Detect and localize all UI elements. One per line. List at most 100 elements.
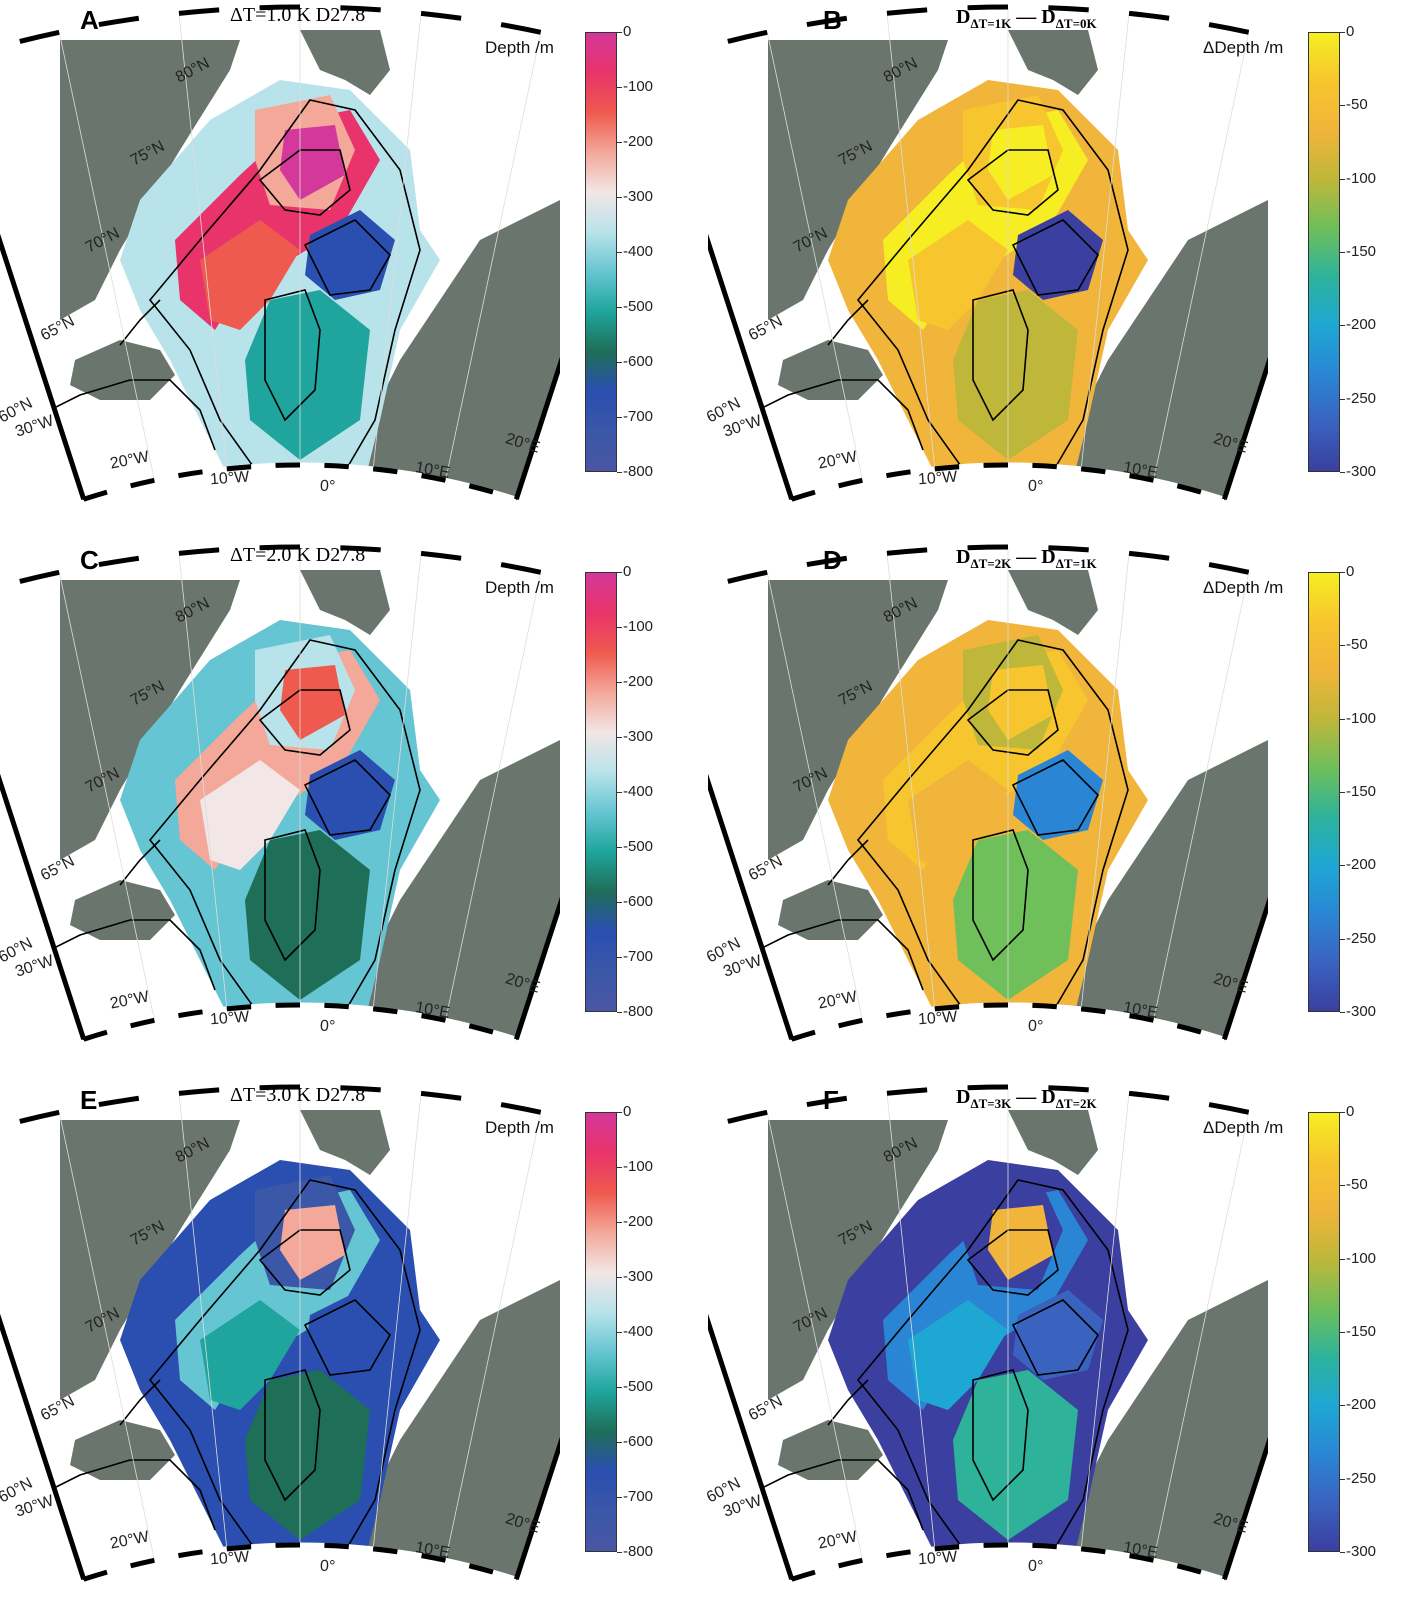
colorbar-tick-label: -500 [623,838,654,855]
map-frame [0,544,560,1042]
colorbar-tick-mark [1340,325,1345,327]
colorbar [585,572,617,1012]
colorbar-tick-mark [1340,938,1345,940]
scandinavia-land [360,1280,560,1580]
panel-title: DΔT=1K — DΔT=0K [956,6,1097,31]
polar-map [708,544,1268,1042]
colorbar-tick-label: -150 [1346,1323,1377,1340]
map-frame [708,4,1268,502]
colorbar-tick-mark [617,902,622,903]
colorbar-tick-label: -250 [1346,1469,1377,1487]
colorbar-tick-mark [1340,252,1345,253]
colorbar-tick-label: -700 [623,948,654,965]
colorbar-tick-label: -500 [623,1378,654,1395]
panel-title: DΔT=2K — DΔT=1K [956,546,1097,571]
colorbar [1308,1112,1340,1552]
greenland-land [768,580,948,860]
colorbar-tick-mark [1340,105,1345,107]
panel-label: E [80,1085,98,1115]
colorbar-tick-mark [617,1112,622,1113]
colorbar-tick-mark [617,1387,622,1388]
polar-map [0,544,560,1042]
colorbar-tick-mark [1340,1332,1345,1333]
colorbar-tick-mark [617,1442,622,1443]
colorbar-tick-label: -400 [623,243,654,260]
colorbar-tick-mark [617,627,622,628]
colorbar-tick-mark [1340,1478,1345,1480]
colorbar-tick-mark [1340,572,1345,573]
title-d2: D [1041,1086,1056,1108]
colorbar-tick-label: -300 [623,188,654,205]
colorbar-tick-mark [1340,1112,1345,1113]
colorbar-tick-label: -600 [623,353,654,370]
panel-title: ΔT=2.0 K D27.8 [230,544,366,566]
scandinavia-land [1068,1280,1268,1580]
colorbar-tick-mark [1340,398,1345,400]
colorbar-tick-label: -600 [623,893,654,910]
colorbar-tick-label: -700 [623,408,654,425]
map-panel-f: 80°N 75°N 70°N 65°N 60°N 30°W 20°W 10°W 0° 10°E 20… [704,1080,1416,1620]
colorbar-tick-mark [617,87,622,88]
colorbar-tick-mark [1340,1185,1345,1187]
colorbar-tick-mark [617,847,622,848]
map-panel-a: 80°N 75°N 70°N 65°N 60°N 30°W 20°W 10°W 0° 10°E 20… [0,0,708,540]
colorbar-tick-mark [617,362,622,363]
title-d2: D [1041,6,1056,28]
colorbar-tick-mark [617,307,622,308]
lon-label: 10°W [209,1548,250,1569]
lon-label: 0° [319,1017,336,1036]
colorbar-tick-mark [1340,645,1345,647]
colorbar-tick-mark [617,142,622,143]
colorbar-tick-mark [617,792,622,793]
greenland-land [60,1120,240,1400]
colorbar-tick-mark [617,1552,622,1553]
colorbar-tick-label: -200 [623,673,654,690]
polar-map [708,4,1268,502]
iceland-land [778,880,883,940]
panel-label: F [823,1085,839,1115]
colorbar-tick-mark [1340,1552,1345,1553]
lon-label: 10°W [917,1548,958,1569]
colorbar-tick-mark [1340,1258,1345,1260]
title-s2: ΔT=1K [1055,556,1097,571]
colorbar-tick-mark [617,252,622,253]
colorbar-tick-mark [617,1332,622,1333]
map-panel-d: 80°N 75°N 70°N 65°N 60°N 30°W 20°W 10°W 0° 10°E 20… [704,540,1416,1080]
colorbar-tick-label: -800 [623,463,654,480]
colorbar [1308,572,1340,1012]
colorbar-tick-mark [1340,1012,1345,1013]
colorbar-tick-label: -100 [623,618,654,635]
polar-map [708,1084,1268,1582]
panel-label: A [80,5,99,35]
scandinavia-land [360,740,560,1040]
colorbar-tick-label: -800 [623,1003,654,1020]
map-panel-c: 80°N 75°N 70°N 65°N 60°N 30°W 20°W 10°W 0° 10°E 20… [0,540,708,1080]
title-d1: D [956,546,971,568]
colorbar-tick-label: -400 [623,1323,654,1340]
colorbar-tick-label: 0 [623,563,632,580]
greenland-land [768,1120,948,1400]
lon-label: 0° [1027,477,1044,496]
colorbar-tick-mark [617,417,622,418]
title-s2: ΔT=2K [1055,1096,1097,1111]
scandinavia-land [360,200,560,500]
lon-label: 0° [319,477,336,496]
title-s1: ΔT=1K [970,16,1012,31]
lon-label: 10°W [917,1008,958,1029]
greenland-land [60,580,240,860]
title-d1: D [956,6,971,28]
colorbar-tick-mark [617,1167,622,1168]
colorbar-tick-label: 0 [1346,563,1355,580]
iceland-land [778,1420,883,1480]
colorbar-tick-label: -700 [623,1488,654,1505]
colorbar-tick-mark [1340,178,1345,180]
panel-title: ΔT=3.0 K D27.8 [230,1084,366,1106]
colorbar-tick-label: -200 [623,133,654,150]
colorbar-tick-mark [617,472,622,473]
colorbar-tick-mark [617,32,622,33]
map-frame [708,1084,1268,1582]
iceland-land [778,340,883,400]
colorbar-tick-label: -50 [1346,636,1368,654]
colorbar-tick-mark [617,1222,622,1223]
colorbar-tick-label: -150 [1346,243,1377,260]
